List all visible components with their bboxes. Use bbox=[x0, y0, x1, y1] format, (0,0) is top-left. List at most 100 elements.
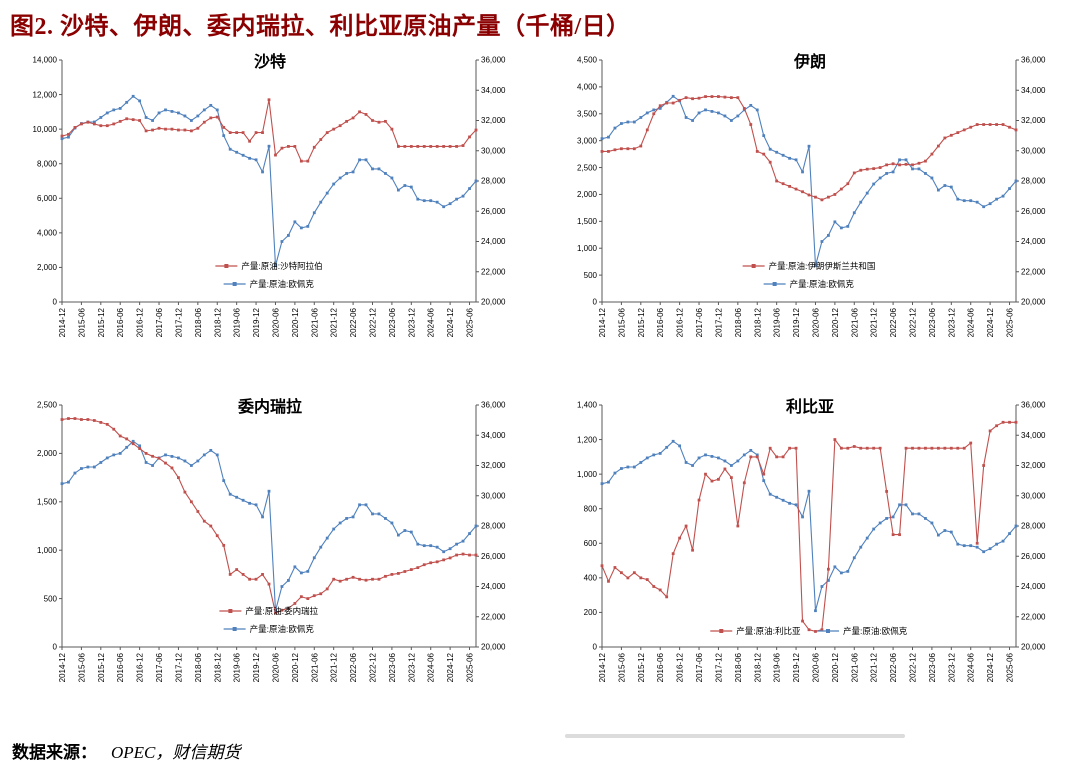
svg-text:2018-12: 2018-12 bbox=[753, 307, 762, 337]
svg-text:20,000: 20,000 bbox=[1021, 643, 1046, 652]
svg-text:2019-12: 2019-12 bbox=[792, 307, 801, 337]
svg-text:30,000: 30,000 bbox=[481, 491, 506, 500]
svg-text:0: 0 bbox=[53, 298, 58, 307]
svg-text:2023-06: 2023-06 bbox=[388, 652, 397, 682]
svg-text:2016-06: 2016-06 bbox=[656, 307, 665, 337]
svg-text:22,000: 22,000 bbox=[1021, 267, 1046, 276]
svg-text:24,000: 24,000 bbox=[481, 582, 506, 591]
svg-text:2021-06: 2021-06 bbox=[310, 307, 319, 337]
legend: 产量:原油:欧佩克 bbox=[223, 279, 314, 289]
svg-text:0: 0 bbox=[593, 298, 598, 307]
svg-text:2014-12: 2014-12 bbox=[598, 652, 607, 682]
svg-text:2015-12: 2015-12 bbox=[97, 307, 106, 337]
svg-text:12,000: 12,000 bbox=[33, 90, 58, 99]
svg-text:2024-12: 2024-12 bbox=[446, 307, 455, 337]
svg-text:产量:原油:伊朗伊斯兰共和国: 产量:原油:伊朗伊斯兰共和国 bbox=[769, 261, 876, 271]
chart-title-venezuela: 委内瑞拉 bbox=[237, 399, 303, 416]
svg-text:2019-06: 2019-06 bbox=[233, 652, 242, 682]
svg-text:1,500: 1,500 bbox=[37, 498, 58, 507]
legend: 产量:原油:欧佩克 bbox=[223, 624, 314, 634]
svg-text:36,000: 36,000 bbox=[481, 401, 506, 410]
svg-text:10,000: 10,000 bbox=[33, 125, 58, 134]
svg-text:2015-06: 2015-06 bbox=[77, 652, 86, 682]
svg-text:2021-12: 2021-12 bbox=[870, 307, 879, 337]
svg-text:1,000: 1,000 bbox=[37, 546, 58, 555]
svg-text:800: 800 bbox=[584, 504, 598, 513]
svg-text:1,400: 1,400 bbox=[577, 401, 598, 410]
chart-saudi: 沙特 0 2,000 4,000 6,000 8,000 10,000 12,000 14,0… bbox=[0, 44, 540, 389]
svg-text:2017-12: 2017-12 bbox=[174, 652, 183, 682]
svg-text:2021-06: 2021-06 bbox=[850, 307, 859, 337]
svg-text:26,000: 26,000 bbox=[1021, 207, 1046, 216]
iran-line-plot: 0 500 1,000 1,500 2,000 2,500 3,000 3,500 4,000 4… bbox=[577, 56, 1046, 338]
svg-text:产量:原油:沙特阿拉伯: 产量:原油:沙特阿拉伯 bbox=[241, 261, 322, 271]
svg-text:2023-12: 2023-12 bbox=[407, 307, 416, 337]
svg-text:1,200: 1,200 bbox=[577, 435, 598, 444]
svg-text:34,000: 34,000 bbox=[1021, 86, 1046, 95]
svg-text:22,000: 22,000 bbox=[481, 612, 506, 621]
svg-text:22,000: 22,000 bbox=[481, 267, 506, 276]
svg-text:28,000: 28,000 bbox=[481, 177, 506, 186]
chart-libya: 利比亚 0 200 400 600 800 1,000 1,200 1,400 20,000 22… bbox=[540, 389, 1080, 734]
svg-text:2017-12: 2017-12 bbox=[714, 652, 723, 682]
svg-text:2024-12: 2024-12 bbox=[446, 652, 455, 682]
svg-text:2018-12: 2018-12 bbox=[753, 652, 762, 682]
svg-text:2022-06: 2022-06 bbox=[349, 652, 358, 682]
svg-text:6,000: 6,000 bbox=[37, 194, 58, 203]
svg-text:产量:原油:欧佩克: 产量:原油:欧佩克 bbox=[843, 626, 908, 636]
legend: 产量:原油:欧佩克 bbox=[763, 279, 854, 289]
svg-text:2015-12: 2015-12 bbox=[637, 652, 646, 682]
svg-text:4,000: 4,000 bbox=[577, 83, 598, 92]
svg-text:28,000: 28,000 bbox=[1021, 522, 1046, 531]
svg-text:2022-06: 2022-06 bbox=[889, 307, 898, 337]
svg-text:2024-12: 2024-12 bbox=[986, 652, 995, 682]
svg-text:24,000: 24,000 bbox=[481, 237, 506, 246]
data-source-label: 数据来源： bbox=[12, 743, 97, 762]
svg-text:3,500: 3,500 bbox=[577, 109, 598, 118]
svg-text:产量:原油:利比亚: 产量:原油:利比亚 bbox=[736, 626, 801, 636]
svg-text:4,500: 4,500 bbox=[577, 56, 598, 65]
svg-text:400: 400 bbox=[584, 574, 598, 583]
svg-text:2020-12: 2020-12 bbox=[831, 307, 840, 337]
svg-text:500: 500 bbox=[44, 594, 58, 603]
svg-text:2020-12: 2020-12 bbox=[291, 307, 300, 337]
svg-text:2024-06: 2024-06 bbox=[427, 652, 436, 682]
chart-iran: 伊朗 0 500 1,000 1,500 2,000 2,500 3,000 3,500 4,0… bbox=[540, 44, 1080, 389]
svg-text:34,000: 34,000 bbox=[1021, 431, 1046, 440]
svg-text:30,000: 30,000 bbox=[1021, 146, 1046, 155]
svg-text:0: 0 bbox=[53, 643, 58, 652]
svg-text:36,000: 36,000 bbox=[1021, 56, 1046, 65]
svg-text:2015-12: 2015-12 bbox=[97, 652, 106, 682]
svg-text:2019-06: 2019-06 bbox=[773, 307, 782, 337]
svg-text:26,000: 26,000 bbox=[1021, 552, 1046, 561]
svg-text:22,000: 22,000 bbox=[1021, 612, 1046, 621]
svg-text:2019-12: 2019-12 bbox=[252, 652, 261, 682]
svg-text:2014-12: 2014-12 bbox=[598, 307, 607, 337]
charts-grid: 沙特 0 2,000 4,000 6,000 8,000 10,000 12,000 14,0… bbox=[0, 44, 1080, 734]
svg-text:32,000: 32,000 bbox=[1021, 461, 1046, 470]
horizontal-scrollbar[interactable] bbox=[565, 734, 905, 738]
svg-text:2017-06: 2017-06 bbox=[155, 307, 164, 337]
svg-text:2023-12: 2023-12 bbox=[947, 307, 956, 337]
legend: 产量:原油:沙特阿拉伯 bbox=[215, 261, 323, 271]
svg-text:36,000: 36,000 bbox=[481, 56, 506, 65]
svg-text:2025-06: 2025-06 bbox=[466, 307, 475, 337]
chart-title-saudi: 沙特 bbox=[253, 54, 287, 71]
saudi-line-plot: 0 2,000 4,000 6,000 8,000 10,000 12,000 14,000 2… bbox=[33, 56, 506, 338]
svg-text:2014-12: 2014-12 bbox=[58, 307, 67, 337]
svg-text:2,000: 2,000 bbox=[37, 449, 58, 458]
svg-text:2020-06: 2020-06 bbox=[271, 307, 280, 337]
svg-text:2024-06: 2024-06 bbox=[427, 307, 436, 337]
svg-text:2021-12: 2021-12 bbox=[330, 307, 339, 337]
svg-text:2017-06: 2017-06 bbox=[155, 652, 164, 682]
legend: 产量:原油:利比亚 产量:原油:欧佩克 bbox=[710, 626, 908, 636]
svg-text:2019-12: 2019-12 bbox=[252, 307, 261, 337]
svg-text:2014-12: 2014-12 bbox=[58, 652, 67, 682]
legend: 产量:原油:委内瑞拉 bbox=[219, 606, 319, 616]
svg-text:2025-06: 2025-06 bbox=[1006, 652, 1015, 682]
svg-text:2021-06: 2021-06 bbox=[310, 652, 319, 682]
svg-text:2017-12: 2017-12 bbox=[174, 307, 183, 337]
svg-text:2016-12: 2016-12 bbox=[136, 307, 145, 337]
svg-text:20,000: 20,000 bbox=[481, 298, 506, 307]
